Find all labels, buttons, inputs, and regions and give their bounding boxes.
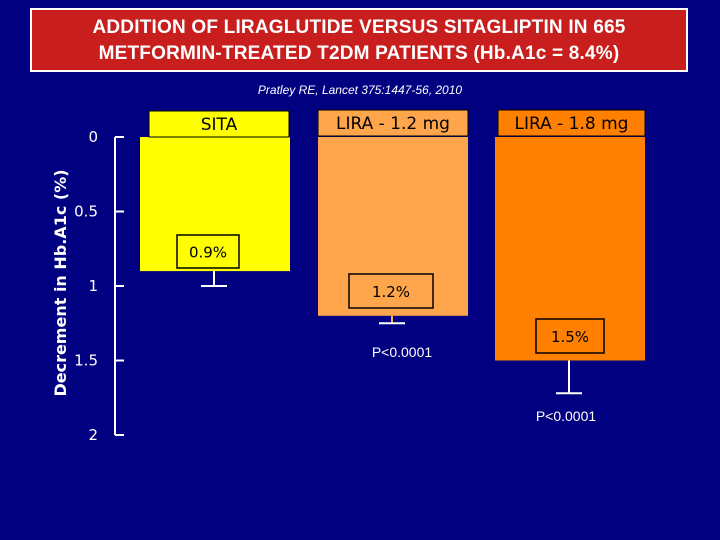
value-label-box xyxy=(535,318,605,354)
value-label-box xyxy=(176,234,240,269)
citation: Pratley RE, Lancet 375:1447-56, 2010 xyxy=(257,83,463,97)
title-box: ADDITION OF LIRAGLUTIDE VERSUS SITAGLIPT… xyxy=(30,8,688,72)
value-label: 1.2% xyxy=(372,283,410,301)
category-label: LIRA - 1.2 mg xyxy=(336,114,450,134)
category-label: SITA xyxy=(201,115,238,135)
value-label: 1.5% xyxy=(551,328,589,346)
category-box xyxy=(497,109,646,137)
y-tick-label: 2 xyxy=(88,426,98,444)
p-value-label: P<0.0001 xyxy=(372,344,433,360)
category-box xyxy=(317,109,469,137)
title-line-2: METFORMIN-TREATED T2DM PATIENTS (Hb.A1c … xyxy=(98,43,620,64)
y-tick-label: 1 xyxy=(88,277,98,295)
value-label-box xyxy=(348,273,434,309)
y-tick-label: 0 xyxy=(88,128,98,146)
title-line-1: ADDITION OF LIRAGLUTIDE VERSUS SITAGLIPT… xyxy=(92,17,626,38)
category-box xyxy=(148,110,290,138)
y-axis-label: Decrement in Hb.A1c (%) xyxy=(51,169,70,396)
y-tick-label: 1.5 xyxy=(74,352,98,370)
p-value-label: P<0.0001 xyxy=(536,408,597,424)
value-label: 0.9% xyxy=(189,244,227,262)
y-tick-label: 0.5 xyxy=(74,203,98,221)
category-label: LIRA - 1.8 mg xyxy=(515,114,629,134)
